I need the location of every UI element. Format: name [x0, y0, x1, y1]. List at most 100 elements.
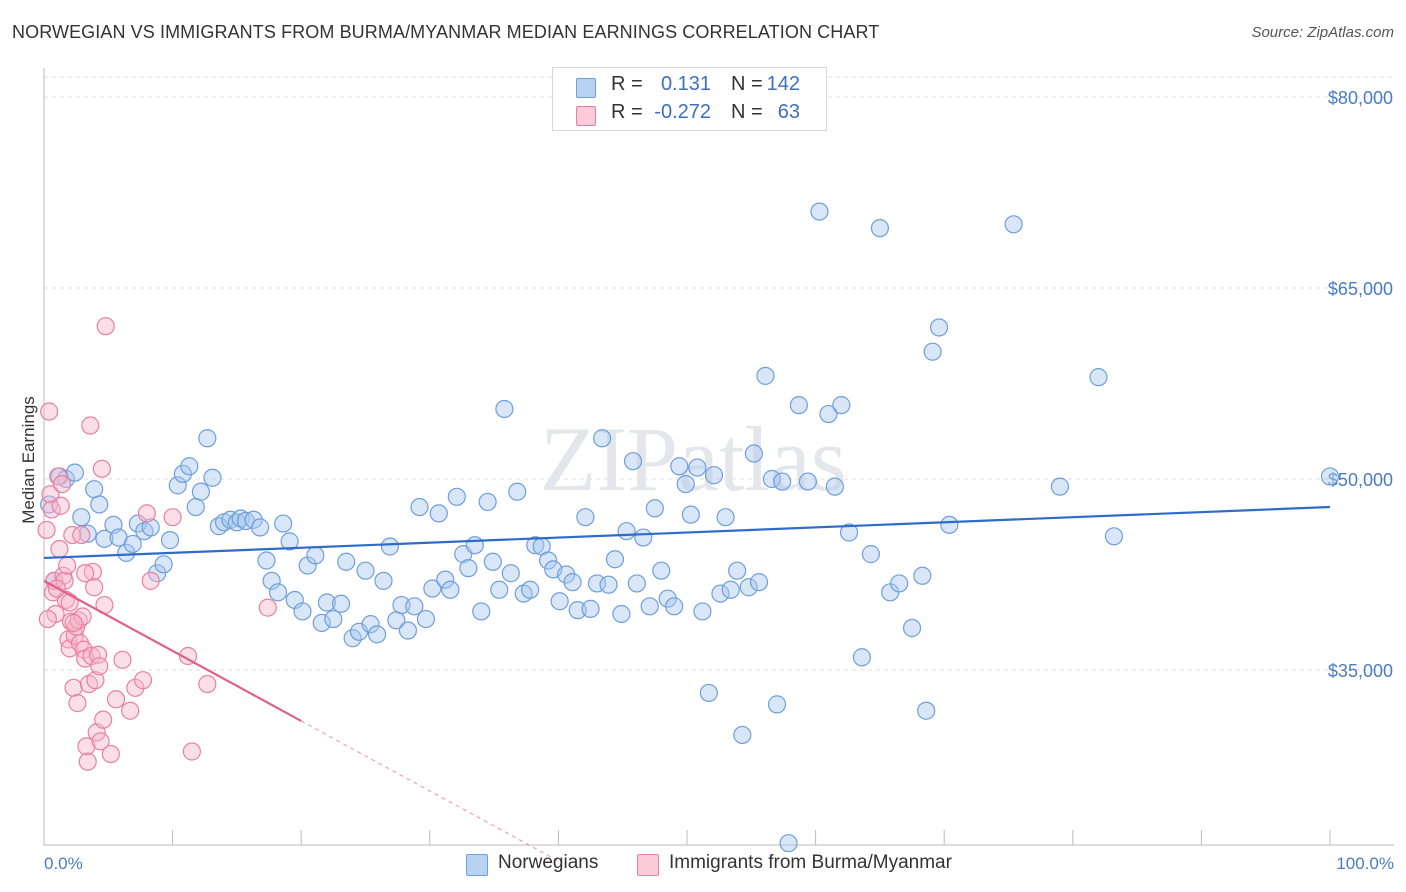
norwegian-point	[244, 510, 263, 529]
norwegian-point	[810, 202, 829, 221]
norwegian-point	[704, 466, 724, 485]
y-tick-label: $50,000	[1328, 470, 1393, 490]
norwegian-point	[640, 597, 659, 616]
norwegian-point	[416, 609, 436, 629]
norwegian-point	[429, 504, 448, 523]
norwegian-point	[681, 505, 700, 524]
burma-point	[60, 593, 79, 612]
legend-label: Norwegians	[498, 852, 599, 873]
series-burma	[37, 317, 277, 771]
burma-point	[126, 678, 145, 697]
norwegian-point	[483, 552, 502, 571]
norwegian-point	[472, 602, 491, 621]
norwegian-point	[832, 396, 851, 415]
norwegian-point	[756, 366, 775, 385]
burma-point	[92, 459, 111, 478]
burma-point	[73, 607, 92, 626]
burma-point	[68, 694, 87, 713]
burma-point	[178, 646, 198, 666]
norwegian-point	[739, 578, 758, 597]
norwegian-point	[78, 524, 97, 543]
norwegian-point	[478, 492, 497, 512]
burma-trend-extension	[300, 720, 559, 862]
norwegian-point	[380, 537, 400, 556]
burma-point	[40, 402, 59, 421]
burma-point	[141, 571, 160, 590]
norwegian-point	[839, 523, 859, 542]
norwegian-point	[231, 509, 250, 528]
x-tick-label: 0.0%	[44, 854, 83, 873]
norwegian-point	[798, 472, 817, 491]
norwegian-point	[173, 464, 192, 484]
legend-n-value: 63	[777, 101, 800, 123]
legend-label: Immigrants from Burma/Myanmar	[669, 852, 952, 873]
chart-title: NORWEGIAN VS IMMIGRANTS FROM BURMA/MYANM…	[12, 22, 880, 42]
burma-point	[113, 650, 132, 669]
norwegian-point	[929, 318, 949, 337]
norwegian-point	[733, 725, 752, 745]
norwegian-point	[203, 468, 222, 487]
norwegian-point	[501, 564, 520, 583]
norwegian-point	[490, 580, 509, 599]
norwegian-point	[587, 574, 607, 593]
norwegian-point	[198, 429, 217, 448]
legend-r-value: 0.131	[660, 73, 711, 95]
burma-point	[82, 646, 101, 666]
norwegian-point	[612, 604, 631, 624]
legend-n-label: N =	[731, 73, 763, 95]
norwegian-point	[398, 621, 418, 640]
norwegian-point	[337, 552, 356, 571]
norwegian-point	[317, 593, 337, 612]
burma-point	[182, 742, 201, 761]
trend-lines	[43, 505, 1331, 862]
norwegian-point	[293, 602, 312, 621]
norwegian-point	[361, 615, 380, 634]
norwegian-point	[749, 573, 769, 592]
burma-point	[42, 500, 61, 519]
burma-point	[55, 571, 74, 590]
norwegian-point	[676, 474, 695, 494]
norwegian-point	[779, 834, 798, 853]
y-tick-label: $80,000	[1328, 88, 1393, 108]
burma-point	[163, 508, 182, 527]
norwegian-point	[508, 482, 527, 501]
norwegians-trend-line	[43, 505, 1331, 560]
norwegian-point	[563, 573, 582, 592]
norwegian-point	[168, 476, 187, 495]
norwegian-point	[917, 701, 936, 720]
legend-r-label: R =	[611, 73, 643, 95]
norwegian-point	[367, 625, 387, 644]
norwegian-point	[599, 575, 618, 594]
norwegian-point	[721, 580, 740, 599]
norwegian-point	[605, 550, 625, 569]
y-axis-tick-labels: $80,000 $65,000 $50,000 $35,000	[1328, 88, 1393, 681]
burma-point	[101, 744, 120, 764]
burma-point	[37, 520, 56, 540]
norwegian-point	[861, 545, 880, 564]
norwegian-point	[441, 580, 460, 599]
burma-point	[85, 578, 104, 597]
burma-point	[58, 556, 77, 575]
norwegian-point	[495, 399, 514, 419]
burma-point	[106, 690, 126, 709]
norwegian-point	[191, 482, 210, 501]
norwegian-point	[160, 531, 180, 550]
norwegian-point	[852, 648, 871, 667]
norwegian-point	[539, 551, 558, 570]
norwegian-point	[688, 458, 707, 477]
burma-point	[94, 710, 113, 729]
norwegian-point	[268, 583, 288, 602]
legend-r-label: R =	[611, 101, 643, 123]
burma-point	[78, 752, 97, 771]
norwegian-point	[447, 487, 466, 506]
norwegian-point	[581, 599, 600, 618]
grid-lines	[44, 76, 1394, 671]
burma-point	[83, 562, 102, 582]
burma-point	[77, 737, 96, 756]
legend-r-value: -0.272	[654, 101, 711, 123]
norwegian-point	[312, 613, 331, 632]
norwegian-point	[405, 597, 424, 616]
legend-row-norwegians: R = 0.131 N = 142	[553, 73, 826, 101]
norwegian-point	[645, 499, 664, 518]
